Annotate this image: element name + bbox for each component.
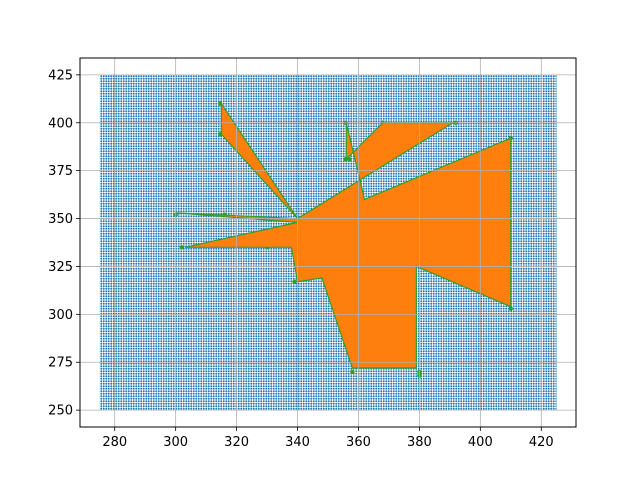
boundary-point: [508, 306, 514, 311]
y-tick-label: 275: [48, 356, 73, 371]
y-tick-label: 300: [48, 308, 73, 323]
x-tick-label: 380: [407, 435, 432, 450]
y-tick-label: 350: [48, 212, 73, 227]
plot-frame: [79, 57, 577, 428]
tick-layer: 280 300 320 340 360 380 400 420 250 275 300 325 350 3…: [48, 68, 554, 450]
x-tick-label: 420: [529, 435, 554, 450]
series-layer: [99, 74, 557, 411]
x-tick-label: 340: [285, 435, 310, 450]
x-tick-label: 280: [102, 435, 127, 450]
y-tick-label: 400: [48, 116, 73, 131]
y-tick-label: 425: [48, 68, 73, 83]
y-tick-label: 325: [48, 260, 73, 275]
x-tick-label: 360: [346, 435, 371, 450]
boundary-point: [350, 369, 355, 375]
orange-region: [175, 101, 512, 369]
boundary-points-series: [173, 101, 514, 378]
x-tick-label: 300: [163, 435, 188, 450]
grid-layer: [80, 58, 576, 427]
boundary-point: [179, 245, 184, 250]
x-tick-label: 400: [468, 435, 493, 450]
boundary-point: [292, 279, 297, 284]
y-tick-label: 250: [48, 404, 73, 419]
x-tick-label: 320: [224, 435, 249, 450]
y-tick-label: 375: [48, 164, 73, 179]
